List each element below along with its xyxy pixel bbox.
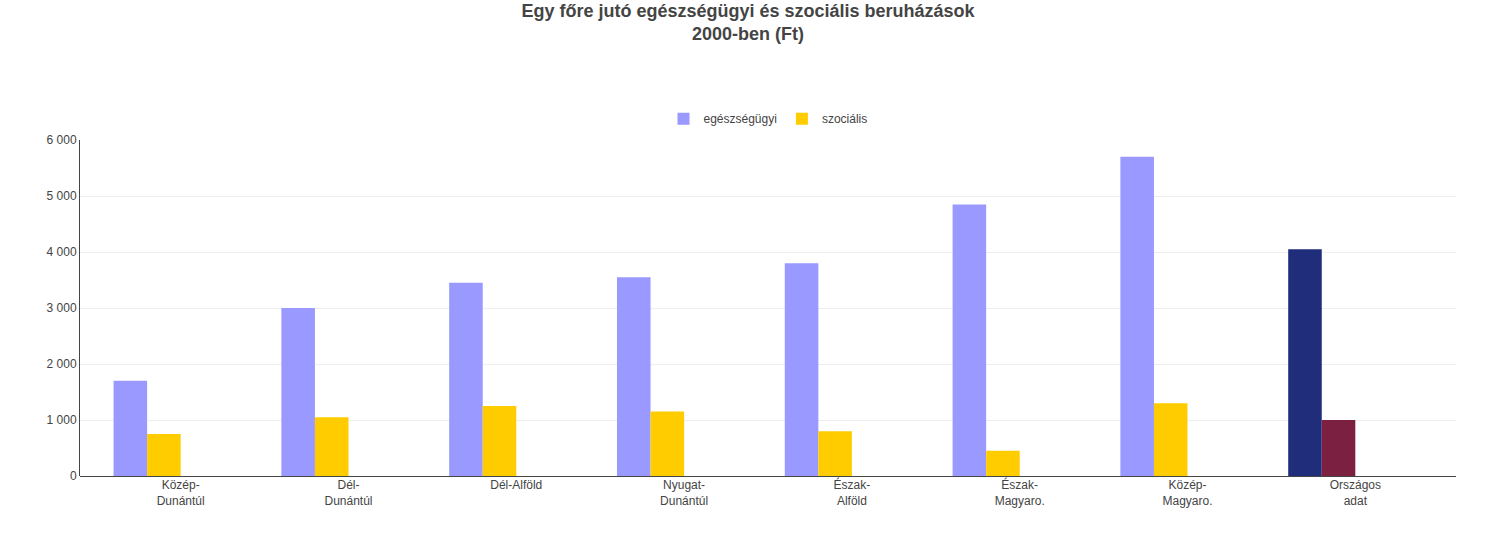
svg-text:2 000: 2 000 [47, 357, 77, 371]
svg-text:0: 0 [70, 469, 77, 483]
svg-text:3 000: 3 000 [47, 301, 77, 315]
svg-text:1 000: 1 000 [47, 413, 77, 427]
svg-text:5 000: 5 000 [47, 189, 77, 203]
svg-text:6 000: 6 000 [47, 133, 77, 147]
svg-text:Dél-Dunántúl: Dél-Dunántúl [324, 478, 372, 508]
svg-text:Közép-Magyaro.: Közép-Magyaro. [1162, 478, 1212, 508]
svg-text:Dél-Alföld: Dél-Alföld [490, 478, 542, 492]
svg-text:Észak-Magyaro.: Észak-Magyaro. [995, 477, 1045, 508]
svg-text:Nyugat-Dunántúl: Nyugat-Dunántúl [660, 478, 708, 508]
svg-text:Közép-Dunántúl: Közép-Dunántúl [157, 478, 205, 508]
svg-text:Országosadat: Országosadat [1330, 478, 1381, 508]
svg-text:Észak-Alföld: Észak-Alföld [834, 477, 871, 508]
svg-text:Egy főre jutó egészségügyi és: Egy főre jutó egészségügyi és szociális … [521, 1, 975, 44]
svg-text:4 000: 4 000 [47, 245, 77, 259]
svg-text:szociális: szociális [822, 112, 867, 126]
svg-text:egészségügyi: egészségügyi [704, 112, 777, 126]
